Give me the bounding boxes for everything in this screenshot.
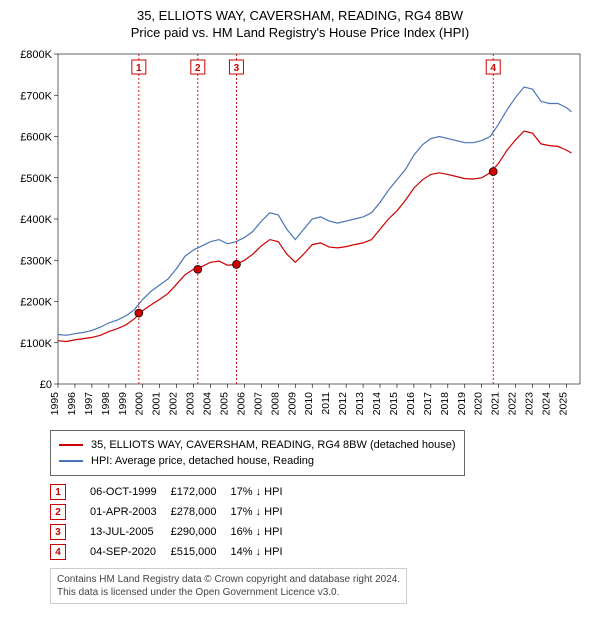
transaction-date: 01-APR-2003: [90, 502, 171, 522]
svg-text:2015: 2015: [388, 392, 400, 416]
transaction-marker: 2: [50, 504, 66, 520]
svg-text:2023: 2023: [524, 392, 536, 416]
svg-text:2019: 2019: [456, 392, 468, 416]
svg-text:2005: 2005: [218, 392, 230, 416]
svg-text:2009: 2009: [286, 392, 298, 416]
svg-text:£0: £0: [40, 379, 52, 391]
svg-text:£200K: £200K: [20, 297, 52, 309]
svg-text:2017: 2017: [422, 392, 434, 416]
svg-text:3: 3: [234, 63, 240, 74]
svg-text:1997: 1997: [83, 392, 95, 416]
svg-text:£800K: £800K: [20, 49, 52, 61]
table-row: 2 01-APR-2003£278,00017% ↓ HPI: [50, 502, 297, 522]
legend-label: HPI: Average price, detached house, Read…: [91, 453, 314, 469]
svg-text:2021: 2021: [490, 392, 502, 416]
transaction-diff: 17% ↓ HPI: [231, 482, 297, 502]
svg-text:2025: 2025: [557, 392, 569, 416]
transaction-diff: 14% ↓ HPI: [231, 542, 297, 562]
svg-text:2006: 2006: [235, 392, 247, 416]
svg-text:£300K: £300K: [20, 255, 52, 267]
svg-text:1995: 1995: [49, 392, 61, 416]
svg-text:2018: 2018: [439, 392, 451, 416]
svg-text:£500K: £500K: [20, 173, 52, 185]
legend-item: 35, ELLIOTS WAY, CAVERSHAM, READING, RG4…: [59, 437, 456, 453]
legend-swatch: [59, 444, 83, 446]
table-row: 1 06-OCT-1999£172,00017% ↓ HPI: [50, 482, 297, 502]
svg-text:2007: 2007: [252, 392, 264, 416]
svg-text:£400K: £400K: [20, 214, 52, 226]
chart-titles: 35, ELLIOTS WAY, CAVERSHAM, READING, RG4…: [0, 0, 600, 44]
svg-text:£600K: £600K: [20, 132, 52, 144]
transactions-table: 1 06-OCT-1999£172,00017% ↓ HPI 2 01-APR-200…: [50, 482, 590, 562]
svg-text:1998: 1998: [100, 392, 112, 416]
transaction-price: £278,000: [171, 502, 231, 522]
svg-text:1: 1: [136, 63, 142, 74]
svg-text:2004: 2004: [202, 392, 214, 416]
svg-text:2011: 2011: [320, 392, 332, 415]
legend-swatch: [59, 460, 83, 462]
title-line-1: 35, ELLIOTS WAY, CAVERSHAM, READING, RG4…: [10, 8, 590, 23]
transaction-marker: 1: [50, 484, 66, 500]
transaction-date: 13-JUL-2005: [90, 522, 171, 542]
table-row: 4 04-SEP-2020£515,00014% ↓ HPI: [50, 542, 297, 562]
transaction-marker: 4: [50, 544, 66, 560]
svg-text:£100K: £100K: [20, 338, 52, 350]
svg-text:2012: 2012: [337, 392, 349, 416]
transaction-price: £290,000: [171, 522, 231, 542]
svg-text:1999: 1999: [117, 392, 129, 416]
svg-text:2024: 2024: [540, 392, 552, 416]
svg-text:2016: 2016: [405, 392, 417, 416]
svg-text:2003: 2003: [185, 392, 197, 416]
svg-text:2000: 2000: [134, 392, 146, 416]
table-row: 3 13-JUL-2005£290,00016% ↓ HPI: [50, 522, 297, 542]
svg-text:2013: 2013: [354, 392, 366, 416]
chart-area: £0 £100K £200K £300K £400K £500K £600K £700K £80…: [0, 44, 600, 424]
transaction-date: 04-SEP-2020: [90, 542, 171, 562]
transaction-price: £172,000: [171, 482, 231, 502]
title-line-2: Price paid vs. HM Land Registry's House …: [10, 25, 590, 40]
transaction-marker: 3: [50, 524, 66, 540]
svg-text:1996: 1996: [66, 392, 78, 416]
chart-legend: 35, ELLIOTS WAY, CAVERSHAM, READING, RG4…: [50, 430, 465, 476]
transaction-diff: 16% ↓ HPI: [231, 522, 297, 542]
transaction-diff: 17% ↓ HPI: [231, 502, 297, 522]
svg-text:2022: 2022: [507, 392, 519, 416]
svg-text:4: 4: [490, 63, 496, 74]
svg-text:2010: 2010: [303, 392, 315, 416]
svg-text:2: 2: [195, 63, 201, 74]
price-chart-svg: £0 £100K £200K £300K £400K £500K £600K £700K £80…: [10, 44, 590, 424]
transaction-price: £515,000: [171, 542, 231, 562]
transaction-date: 06-OCT-1999: [90, 482, 171, 502]
attribution-footer: Contains HM Land Registry data © Crown c…: [50, 568, 407, 604]
svg-text:2014: 2014: [371, 392, 383, 416]
footer-line-2: This data is licensed under the Open Gov…: [57, 586, 400, 599]
legend-item: HPI: Average price, detached house, Read…: [59, 453, 456, 469]
svg-text:2008: 2008: [269, 392, 281, 416]
svg-text:2020: 2020: [473, 392, 485, 416]
svg-text:2002: 2002: [168, 392, 180, 416]
svg-text:£700K: £700K: [20, 90, 52, 102]
legend-label: 35, ELLIOTS WAY, CAVERSHAM, READING, RG4…: [91, 437, 456, 453]
footer-line-1: Contains HM Land Registry data © Crown c…: [57, 573, 400, 586]
svg-text:2001: 2001: [151, 392, 163, 416]
